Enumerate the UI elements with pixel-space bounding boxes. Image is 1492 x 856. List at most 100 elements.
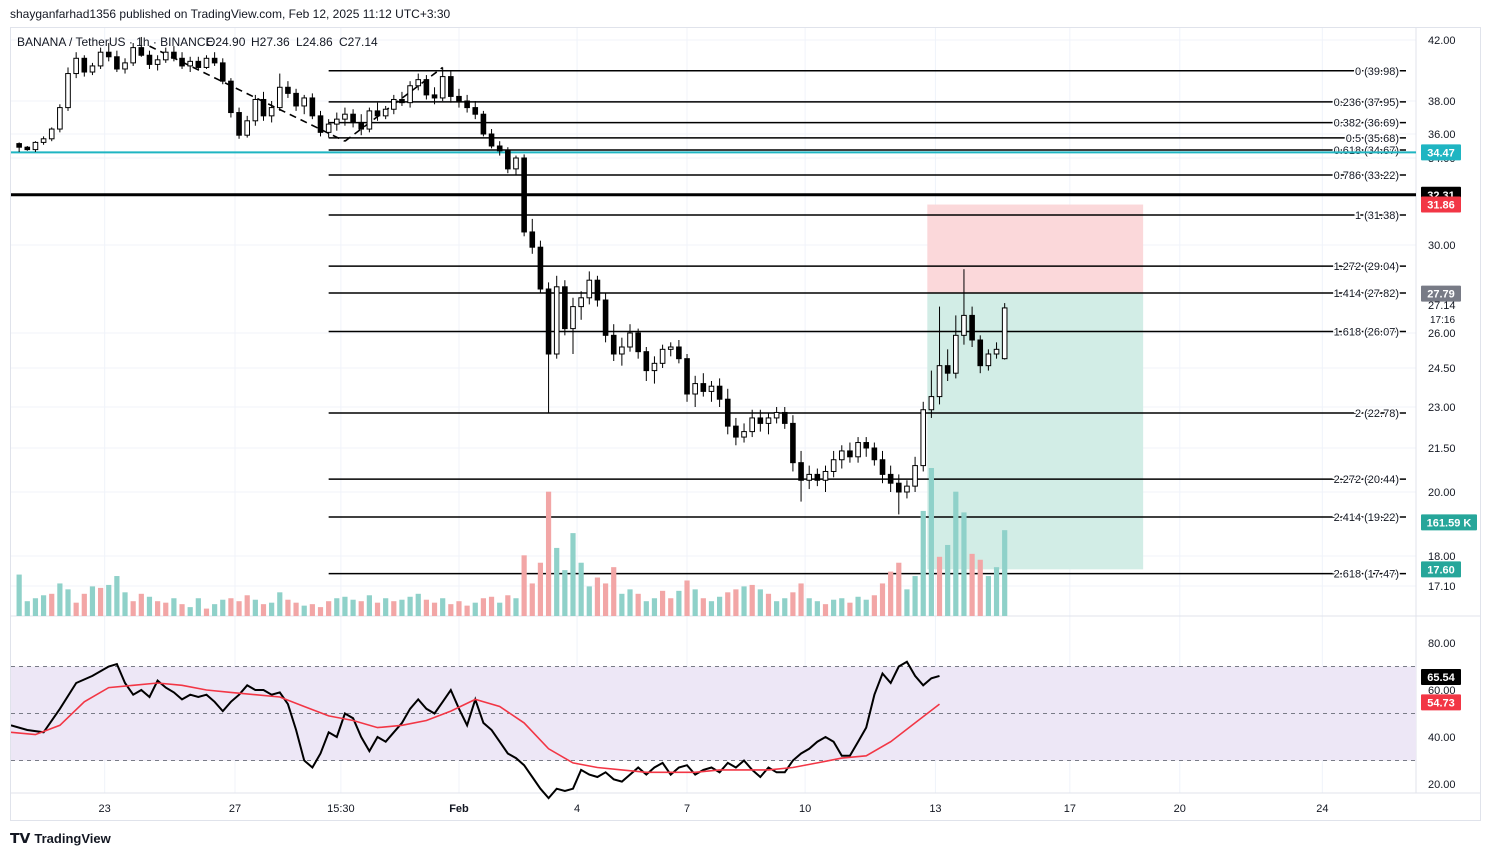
price-badge: 161.59 K [1427,517,1472,529]
volume-bar [635,593,641,616]
candle-body [594,279,601,301]
candle-body [953,334,959,374]
candle-body [700,383,707,392]
fib-level-label: 1.414 (27.82) [1334,288,1399,300]
price-tick-label: 36.00 [1428,129,1456,141]
volume-bar [676,590,682,616]
stop-loss-zone[interactable] [927,204,1144,294]
horizontal-lines[interactable] [11,151,1416,197]
candle-body [301,97,308,107]
candle-body [138,47,145,56]
candle-body [570,306,576,330]
price-tick-label: 42.00 [1428,35,1456,47]
fib-extension[interactable]: 0 (39.98) 0.236 (37.95) 0.382 (36.69) 0.5 (… [328,64,1406,582]
volume-bar [277,592,283,616]
candle-body [293,92,299,107]
volume-bar [993,567,1000,616]
candle-body [781,411,788,424]
volume-bar [342,596,348,616]
time-tick-label: Feb [449,803,469,815]
volume-bar [529,583,535,616]
candle-body [252,98,259,122]
candle-body [944,365,951,374]
volume-bar [423,599,429,616]
long-position-tool[interactable] [927,204,1144,570]
chart-frame: 0 (39.98) 0.236 (37.95) 0.382 (36.69) 0.5 (… [10,27,1481,821]
candle-body [488,133,495,147]
volume-bar [431,602,438,616]
candle-body [627,332,633,348]
time-axis[interactable]: 23 27 15:30 Feb 4 7 10 13 17 20 24 [99,803,1329,815]
volume-bar [822,604,829,616]
take-profit-zone[interactable] [927,293,1144,570]
rsi-tick-label: 20.00 [1428,779,1456,791]
candle-body [912,465,918,487]
candle-body [236,112,242,136]
volume-bar [708,601,715,616]
rsi-pane [11,660,1416,800]
volume-bar [513,598,519,616]
candle-body [130,47,136,64]
candle-body [374,110,381,117]
brand-logo[interactable]: 𝗧𝗩 TradingView [10,830,111,847]
candle-body [985,353,992,367]
volume-bar [73,602,79,616]
time-tick-label: 15:30 [327,803,355,815]
volume-bar [806,598,812,616]
volume-bar [155,601,161,616]
candle-body [765,417,772,424]
volume-bar [847,602,853,616]
candle-body [472,107,479,115]
candle-body [456,95,462,102]
candle-body [179,57,185,67]
fib-level-label: 1.272 (29.04) [1334,261,1399,273]
fib-level-label: 0.5 (35.68) [1346,133,1399,145]
candle-body [105,51,112,58]
volume-bar [798,583,804,616]
fib-level-label: 2 (22.78) [1355,408,1399,420]
tradingview-logo-icon: 𝗧𝗩 [10,830,31,846]
time-tick-label: 17 [1064,803,1076,815]
candle-body [146,54,153,65]
volume-bar [1002,530,1008,616]
time-tick-label: 27 [229,803,241,815]
volume-bars [16,468,1008,616]
trading-chart[interactable]: 0 (39.98) 0.236 (37.95) 0.382 (36.69) 0.5 (… [11,28,1480,820]
candle-body [358,121,365,130]
volume-bar [879,583,886,616]
candle-body [114,56,120,70]
candle-body [228,80,234,114]
volume-bar [782,598,788,616]
volume-bar [570,533,576,616]
candle-body [480,113,487,135]
volume-bar [32,598,39,616]
candle-body [32,141,39,151]
candle-body [586,279,593,299]
candle-body [162,51,169,61]
price-axis[interactable]: 42.0038.0036.0034.0030.0026.0024.5023.00… [1421,35,1477,791]
candle-body [904,485,910,493]
candle-body [936,365,943,398]
time-tick-label: 7 [684,803,690,815]
symbol-title: BANANA / TetherUS · 1h · BINANCE [17,35,214,49]
candle-body [798,462,804,481]
candle-body [879,459,886,475]
volume-bar [309,604,315,616]
rsi-ma-badge-bg [1421,694,1461,711]
candle-body [40,138,47,143]
volume-bar [146,596,153,616]
rsi-badge: 65.54 [1427,672,1455,684]
price-tick-label: 21.50 [1428,443,1456,455]
volume-bar [985,576,991,616]
candle-body [154,59,161,65]
candle-body [578,297,584,308]
candle-body [529,231,536,248]
price-badge-bg [1421,514,1477,531]
time-tick-label: 10 [799,803,811,815]
candle-body [635,332,641,353]
ohlc-open: O24.90 [206,35,246,49]
candle-body [195,60,202,68]
candle-body [382,108,389,117]
candle-body [537,246,544,290]
volume-bar [391,601,397,616]
